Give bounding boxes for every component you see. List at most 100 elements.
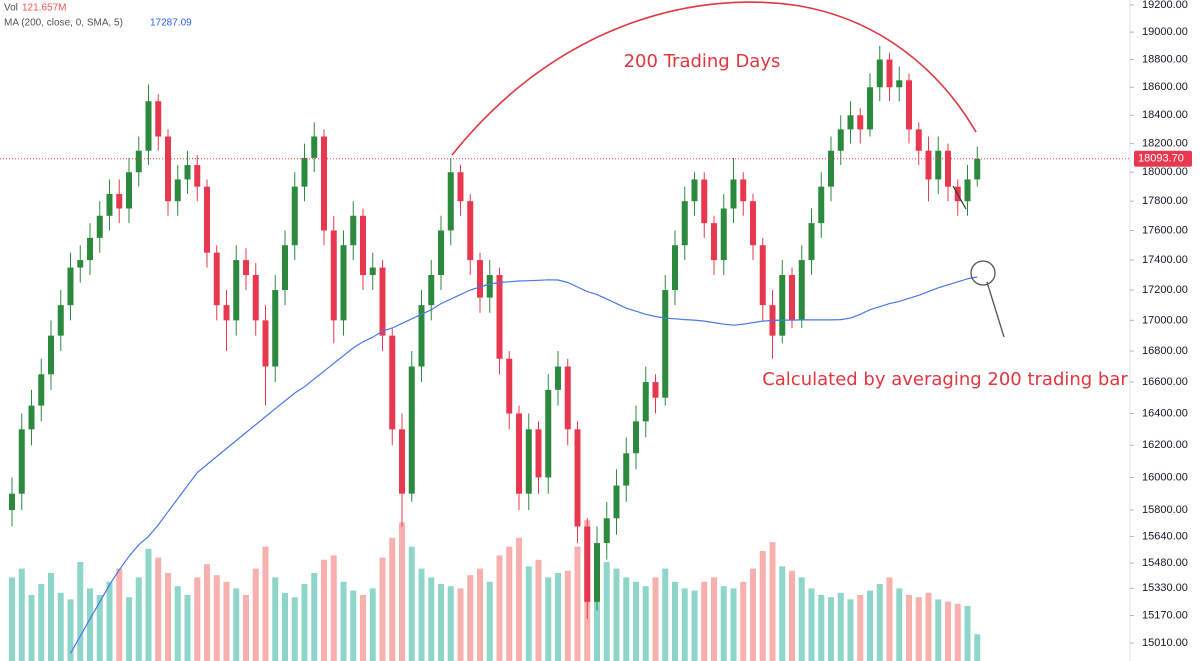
volume-bar: [906, 595, 912, 661]
candle-body: [613, 485, 620, 519]
volume-bar: [184, 595, 191, 661]
volume-bar: [759, 551, 766, 661]
candle-body: [896, 80, 903, 88]
volume-bar: [57, 592, 64, 661]
y-tick-label: 15330.00: [1142, 582, 1188, 594]
candle-body: [116, 193, 123, 209]
volume-bar: [330, 555, 337, 661]
candle-body: [847, 115, 854, 130]
volume-bar: [545, 577, 552, 661]
volume-bar: [106, 581, 113, 661]
y-tick-label: 19000.00: [1142, 26, 1188, 38]
candle-body: [740, 179, 747, 202]
volume-bar: [116, 568, 123, 661]
y-tick-label: 15480.00: [1142, 557, 1188, 569]
ma-value: 17287.09: [150, 18, 192, 29]
volume-bar: [204, 564, 210, 661]
volume-bar: [623, 577, 630, 661]
volume-bar: [48, 573, 54, 661]
candle-body: [340, 245, 347, 321]
candle-body: [106, 193, 113, 216]
volume-bar: [701, 581, 708, 661]
volume-name: Vol: [4, 3, 18, 14]
volume-bar: [77, 562, 84, 661]
volume-bar: [555, 573, 561, 661]
volume-bar: [867, 590, 873, 661]
price-label: 18093.70: [1138, 153, 1184, 165]
candle-body: [223, 305, 230, 321]
y-tick-label: 17600.00: [1142, 224, 1188, 236]
candle-body: [477, 260, 483, 298]
volume-bar: [613, 568, 620, 661]
candle-body: [467, 201, 474, 261]
volume-bar: [681, 588, 688, 661]
candle-body: [886, 59, 893, 88]
volume-bar: [467, 575, 474, 661]
y-tick-label: 18600.00: [1142, 81, 1188, 93]
candle-body: [672, 245, 678, 291]
candle-body: [935, 150, 942, 180]
candle-body: [408, 366, 415, 494]
candle-body: [623, 453, 630, 486]
candle-body: [818, 186, 825, 224]
candle-body: [360, 215, 366, 276]
volume-bar: [369, 588, 376, 661]
volume-bar: [847, 599, 854, 661]
candle-body: [57, 305, 64, 336]
candle-body: [525, 429, 532, 494]
volume-bar: [379, 557, 386, 661]
y-tick-label: 16000.00: [1142, 471, 1188, 483]
y-tick-label: 18800.00: [1142, 53, 1188, 65]
volume-bar: [652, 577, 659, 661]
volume-bar: [360, 595, 366, 661]
volume-bar: [915, 597, 922, 661]
price-label-box: [1134, 150, 1192, 167]
volume-value: 121.657M: [22, 3, 66, 14]
volume-bar: [350, 590, 357, 661]
candle-body: [906, 80, 912, 130]
candle-body: [867, 87, 873, 130]
volume-bar: [711, 577, 717, 661]
candle-body: [750, 201, 756, 246]
volume-bar: [28, 595, 35, 661]
candle-body: [506, 358, 513, 414]
candle-body: [808, 223, 815, 261]
volume-bar: [262, 546, 269, 661]
candle-body: [974, 158, 981, 180]
candle-body: [496, 275, 503, 359]
volume-bar: [174, 586, 181, 661]
candle-body: [233, 260, 240, 321]
candle-body: [798, 260, 805, 321]
volume-bar: [730, 588, 737, 661]
volume-bar: [18, 568, 25, 661]
volume-bar: [428, 577, 435, 661]
volume-bar: [886, 577, 893, 661]
annotation-arrow: [986, 281, 1005, 338]
volume-bar: [291, 597, 298, 661]
volume-bar: [447, 586, 454, 661]
y-tick-label: 17200.00: [1142, 284, 1188, 296]
volume-bar: [340, 581, 347, 661]
candle-body: [213, 252, 220, 306]
volume-bar: [516, 537, 522, 661]
y-tick-label: 15010.00: [1142, 637, 1188, 649]
volume-bar: [311, 573, 318, 661]
volume-bar: [252, 568, 259, 661]
volume-bar: [633, 581, 639, 661]
candle-body: [564, 366, 571, 430]
annotation-circle: [970, 260, 996, 286]
candle-body: [96, 215, 103, 238]
volume-bar: [740, 581, 747, 661]
volume-bar: [525, 566, 532, 661]
volume-bar: [496, 555, 503, 661]
volume-bar: [165, 573, 171, 661]
volume-bar: [720, 586, 727, 661]
y-tick-label: 15800.00: [1142, 504, 1188, 516]
candle-body: [681, 201, 688, 246]
y-tick-label: 17400.00: [1142, 254, 1188, 266]
candle-body: [399, 429, 405, 494]
volume-bar: [935, 599, 942, 661]
volume-bar: [155, 557, 162, 661]
volume-bar: [818, 595, 825, 661]
